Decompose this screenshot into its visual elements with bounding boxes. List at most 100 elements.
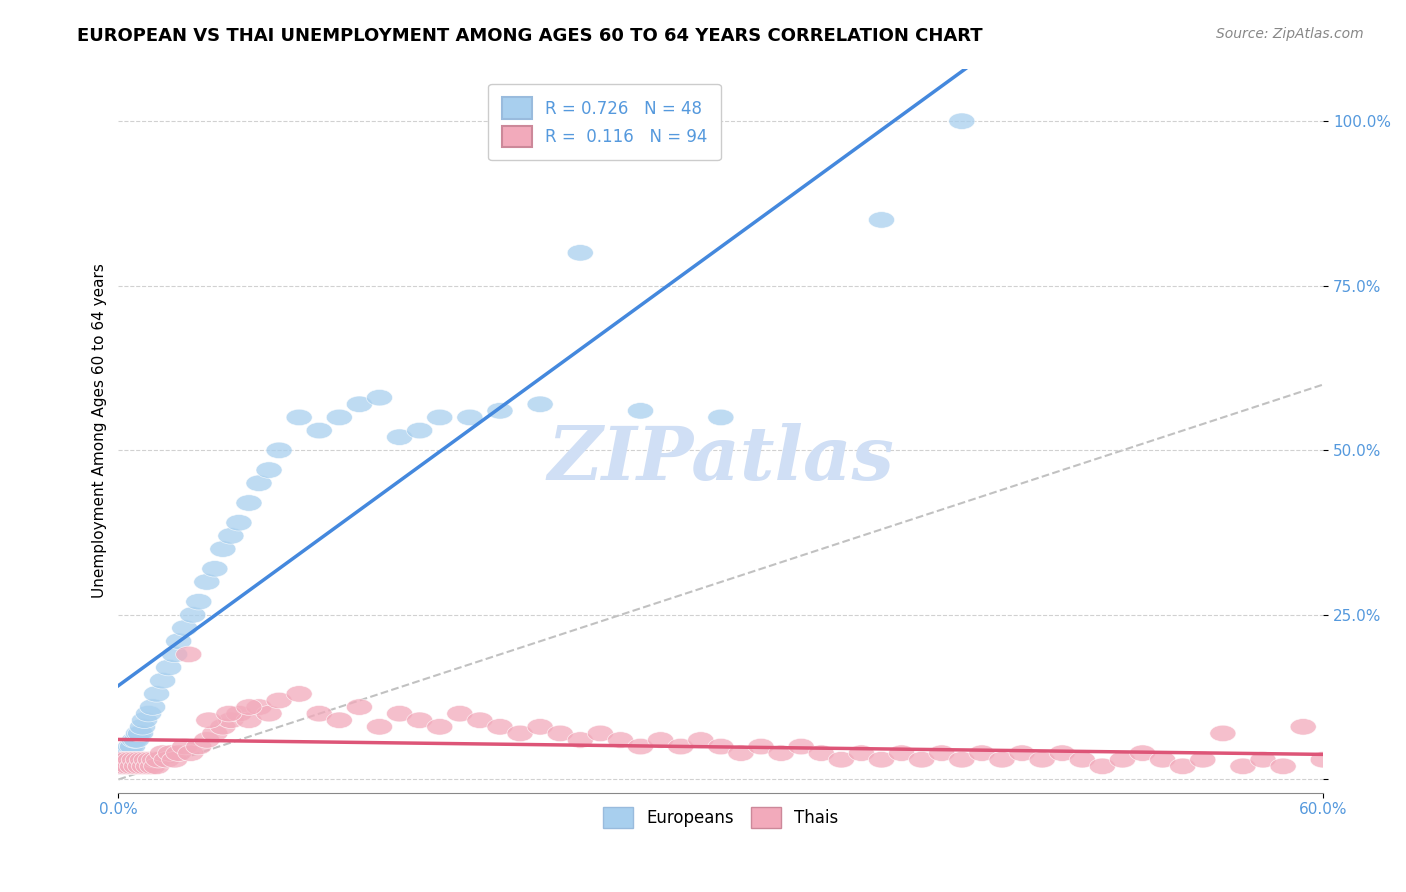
Ellipse shape <box>367 390 392 406</box>
Ellipse shape <box>467 712 494 729</box>
Ellipse shape <box>194 574 219 591</box>
Ellipse shape <box>143 686 170 702</box>
Ellipse shape <box>426 719 453 735</box>
Ellipse shape <box>326 712 353 729</box>
Ellipse shape <box>118 739 143 755</box>
Ellipse shape <box>162 646 188 663</box>
Ellipse shape <box>139 698 166 715</box>
Ellipse shape <box>988 752 1015 768</box>
Ellipse shape <box>236 698 262 715</box>
Ellipse shape <box>111 758 138 774</box>
Ellipse shape <box>121 752 148 768</box>
Ellipse shape <box>226 706 252 722</box>
Ellipse shape <box>848 745 875 762</box>
Text: ZIPatlas: ZIPatlas <box>547 424 894 496</box>
Ellipse shape <box>132 712 157 729</box>
Ellipse shape <box>110 752 135 768</box>
Ellipse shape <box>387 706 412 722</box>
Ellipse shape <box>202 725 228 741</box>
Ellipse shape <box>149 673 176 689</box>
Ellipse shape <box>1330 758 1357 774</box>
Ellipse shape <box>869 752 894 768</box>
Ellipse shape <box>748 739 775 755</box>
Ellipse shape <box>107 758 134 774</box>
Ellipse shape <box>246 698 271 715</box>
Ellipse shape <box>648 731 673 748</box>
Ellipse shape <box>567 244 593 261</box>
Ellipse shape <box>567 731 593 748</box>
Ellipse shape <box>607 731 634 748</box>
Ellipse shape <box>186 739 212 755</box>
Ellipse shape <box>1209 725 1236 741</box>
Ellipse shape <box>246 475 271 491</box>
Ellipse shape <box>176 646 202 663</box>
Ellipse shape <box>1250 752 1277 768</box>
Ellipse shape <box>447 706 472 722</box>
Ellipse shape <box>120 758 146 774</box>
Ellipse shape <box>153 752 180 768</box>
Ellipse shape <box>236 712 262 729</box>
Ellipse shape <box>218 712 245 729</box>
Ellipse shape <box>1150 752 1175 768</box>
Y-axis label: Unemployment Among Ages 60 to 64 years: Unemployment Among Ages 60 to 64 years <box>93 263 107 598</box>
Ellipse shape <box>115 745 142 762</box>
Ellipse shape <box>457 409 482 425</box>
Ellipse shape <box>146 752 172 768</box>
Ellipse shape <box>1109 752 1136 768</box>
Ellipse shape <box>789 739 814 755</box>
Ellipse shape <box>949 752 974 768</box>
Ellipse shape <box>1270 758 1296 774</box>
Ellipse shape <box>869 211 894 228</box>
Ellipse shape <box>218 528 245 544</box>
Ellipse shape <box>142 752 167 768</box>
Ellipse shape <box>307 706 332 722</box>
Ellipse shape <box>162 752 188 768</box>
Ellipse shape <box>486 719 513 735</box>
Ellipse shape <box>346 698 373 715</box>
Ellipse shape <box>707 739 734 755</box>
Ellipse shape <box>120 739 146 755</box>
Ellipse shape <box>426 409 453 425</box>
Ellipse shape <box>486 402 513 419</box>
Ellipse shape <box>949 113 974 129</box>
Ellipse shape <box>1049 745 1076 762</box>
Ellipse shape <box>1189 752 1216 768</box>
Ellipse shape <box>172 739 198 755</box>
Ellipse shape <box>186 593 212 610</box>
Ellipse shape <box>1170 758 1195 774</box>
Ellipse shape <box>527 396 553 412</box>
Ellipse shape <box>1230 758 1256 774</box>
Ellipse shape <box>929 745 955 762</box>
Ellipse shape <box>226 515 252 531</box>
Ellipse shape <box>527 719 553 735</box>
Ellipse shape <box>307 422 332 439</box>
Ellipse shape <box>256 462 283 478</box>
Ellipse shape <box>828 752 855 768</box>
Ellipse shape <box>110 752 135 768</box>
Ellipse shape <box>138 752 163 768</box>
Ellipse shape <box>135 758 162 774</box>
Ellipse shape <box>668 739 693 755</box>
Ellipse shape <box>111 752 138 768</box>
Ellipse shape <box>236 495 262 511</box>
Ellipse shape <box>128 725 153 741</box>
Ellipse shape <box>129 719 156 735</box>
Ellipse shape <box>1029 752 1054 768</box>
Ellipse shape <box>627 739 654 755</box>
Ellipse shape <box>128 758 153 774</box>
Ellipse shape <box>121 731 148 748</box>
Ellipse shape <box>135 706 162 722</box>
Ellipse shape <box>114 745 139 762</box>
Ellipse shape <box>172 620 198 636</box>
Ellipse shape <box>266 442 292 458</box>
Ellipse shape <box>1129 745 1156 762</box>
Ellipse shape <box>134 752 160 768</box>
Ellipse shape <box>1069 752 1095 768</box>
Ellipse shape <box>177 745 204 762</box>
Ellipse shape <box>1291 719 1316 735</box>
Ellipse shape <box>1310 752 1336 768</box>
Ellipse shape <box>1010 745 1035 762</box>
Ellipse shape <box>143 758 170 774</box>
Ellipse shape <box>728 745 754 762</box>
Ellipse shape <box>707 409 734 425</box>
